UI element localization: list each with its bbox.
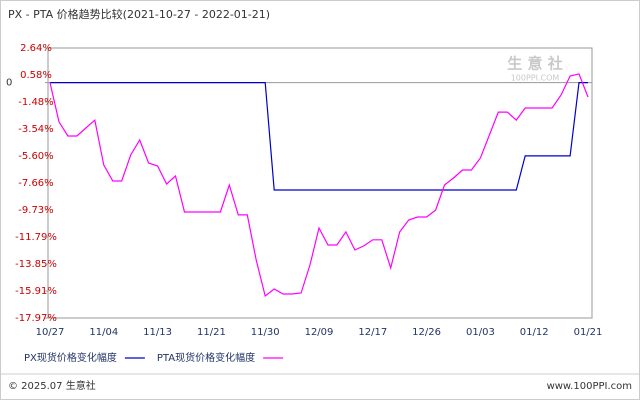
x-tick-label: 12/09 xyxy=(305,327,334,338)
y-tick-label: -17.97% xyxy=(15,313,57,324)
legend-label: PX现货价格变化幅度 xyxy=(24,351,117,364)
y-tick-label: 0.58% xyxy=(20,70,52,81)
x-tick-label: 12/17 xyxy=(358,327,387,338)
y-tick-label: -11.79% xyxy=(15,232,57,243)
y-tick-label: -13.85% xyxy=(15,259,57,270)
y-tick-label: -7.66% xyxy=(18,178,53,189)
y-tick-label: -9.73% xyxy=(18,205,53,216)
watermark: 100PPI.COM xyxy=(511,74,560,83)
x-tick-label: 11/04 xyxy=(89,327,118,338)
y-tick-label: 0 xyxy=(6,78,12,89)
y-tick-label: -1.48% xyxy=(18,97,53,108)
x-tick-label: 01/12 xyxy=(520,327,549,338)
x-tick-label: 10/27 xyxy=(36,327,65,338)
chart-title: PX - PTA 价格趋势比较(2021-10-27 - 2022-01-21) xyxy=(8,7,270,21)
y-tick-label: -3.54% xyxy=(18,124,53,135)
y-tick-label: -15.91% xyxy=(15,286,57,297)
footer-right: www.100PPI.com xyxy=(547,381,632,392)
x-tick-label: 11/13 xyxy=(143,327,172,338)
y-tick-label: 2.64% xyxy=(20,43,52,54)
series-line xyxy=(50,82,588,191)
x-tick-label: 01/03 xyxy=(466,327,495,338)
x-tick-label: 01/21 xyxy=(574,327,603,338)
footer-left: © 2025.07 生意社 xyxy=(8,379,96,392)
x-tick-label: 11/21 xyxy=(197,327,226,338)
legend-label: PTA现货价格变化幅度 xyxy=(157,351,255,364)
y-tick-label: -5.60% xyxy=(18,151,53,162)
x-tick-label: 12/26 xyxy=(412,327,441,338)
plot-area xyxy=(47,47,593,319)
x-tick-label: 11/30 xyxy=(251,327,280,338)
series-line xyxy=(49,73,589,298)
watermark: 生 意 社 xyxy=(507,55,562,73)
